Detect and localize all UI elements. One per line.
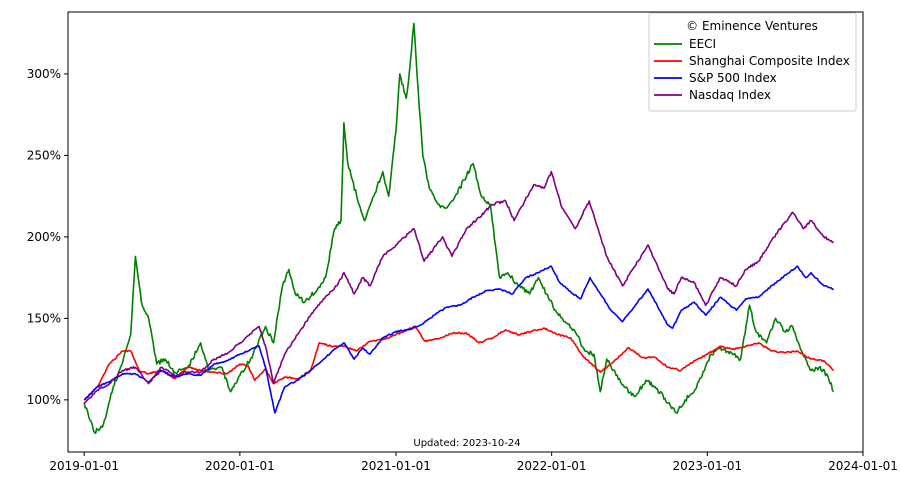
updated-annotation: Updated: 2023-10-24 — [413, 438, 520, 449]
series-line-shanghai-composite-index — [83, 325, 835, 401]
x-tick-label: 2023-01-01 — [672, 459, 742, 473]
plot-frame — [67, 11, 864, 453]
y-tick-label: 200% — [27, 230, 61, 244]
series-line-eeci — [83, 22, 835, 435]
x-tick-label: 2021-01-01 — [361, 459, 431, 473]
legend-label: S&P 500 Index — [689, 71, 777, 85]
x-tick-label: 2022-01-01 — [517, 459, 587, 473]
y-tick-label: 250% — [27, 148, 61, 162]
legend-label: EECI — [689, 37, 716, 51]
legend-box — [648, 12, 857, 112]
y-tick-label: 300% — [27, 67, 61, 81]
y-tick-label: 100% — [27, 393, 61, 407]
x-tick-label: 2019-01-01 — [49, 459, 119, 473]
legend-label: Nasdaq Index — [689, 88, 771, 102]
x-tick-label: 2020-01-01 — [205, 459, 275, 473]
legend-label: Shanghai Composite Index — [689, 54, 850, 68]
series-line-nasdaq-index — [83, 170, 834, 404]
x-axis: 2019-01-01 2020-01-01 2021-01-01 2022-01-01… — [49, 452, 898, 473]
legend: © Eminence Ventures EECI Shanghai Composi… — [648, 12, 857, 112]
y-axis: 100% 150% 200% 250% 300% — [27, 67, 68, 407]
series-line-s-p-500-index — [83, 265, 834, 414]
y-tick-label: 150% — [27, 311, 61, 325]
legend-entries: EECI Shanghai Composite Index S&P 500 Inde… — [654, 37, 850, 102]
legend-title: © Eminence Ventures — [686, 19, 818, 33]
x-tick-label: 2024-01-01 — [828, 459, 898, 473]
lines-layer — [83, 22, 835, 435]
